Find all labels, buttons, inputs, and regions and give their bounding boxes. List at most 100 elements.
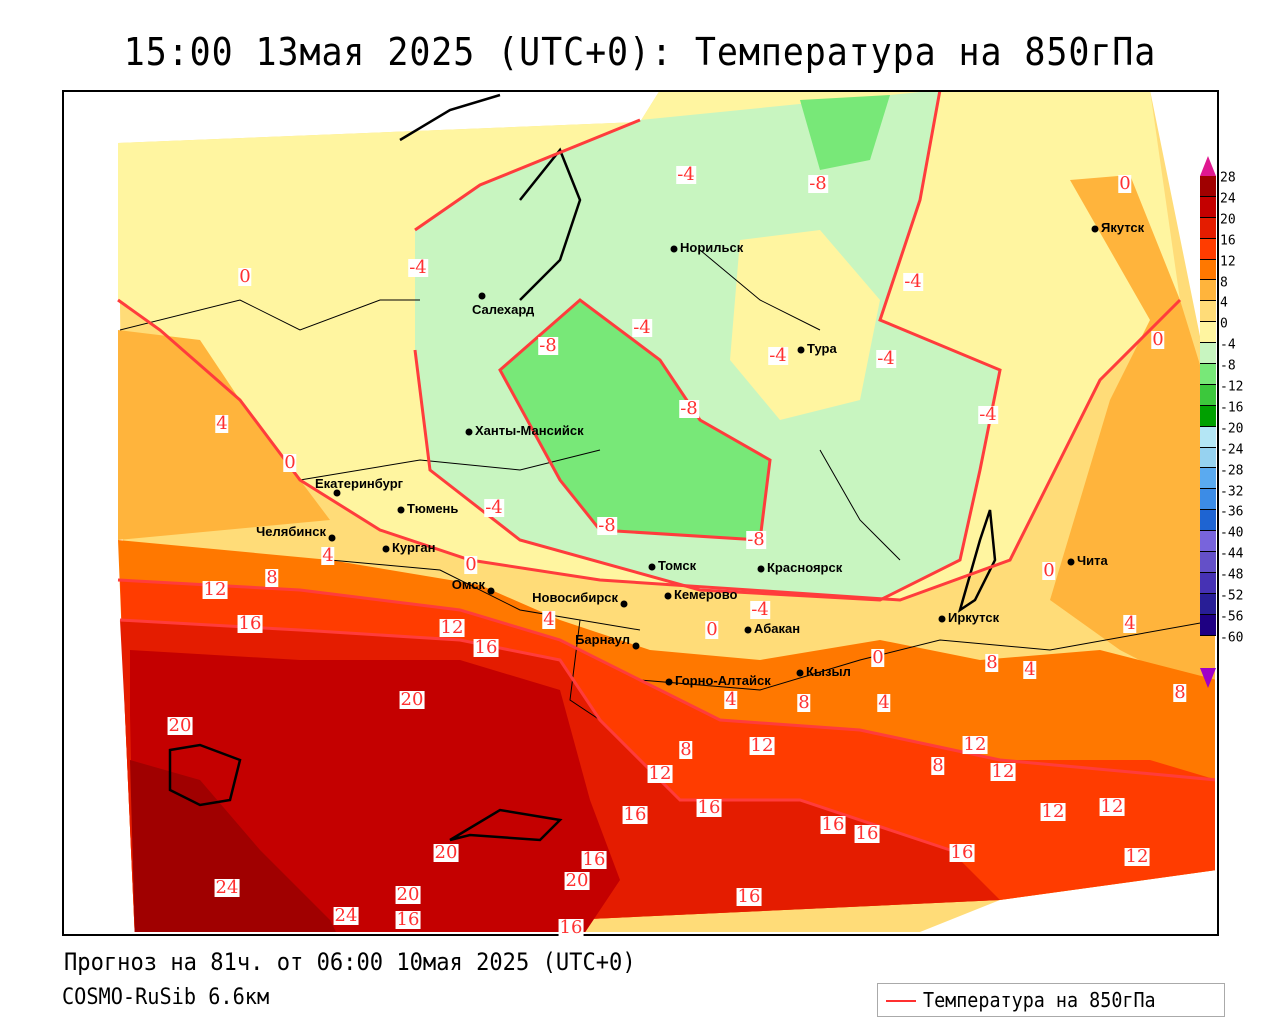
colorbar-swatch xyxy=(1200,364,1216,385)
city-marker-icon xyxy=(648,563,656,571)
forecast-info: Прогноз на 81ч. от 06:00 10мая 2025 (UTC… xyxy=(64,948,636,976)
city-label: Томск xyxy=(658,558,697,573)
contour-value-label: 24 xyxy=(214,877,240,898)
contour-value-label: 12 xyxy=(439,617,465,638)
colorbar-swatch xyxy=(1200,217,1216,239)
city-marker-icon xyxy=(796,669,804,677)
city-marker-icon xyxy=(478,292,486,300)
contour-value-label: 20 xyxy=(399,689,425,710)
city-label: Тура xyxy=(807,341,837,356)
contour-value-label: 0 xyxy=(1118,173,1132,194)
contour-value-label: 12 xyxy=(202,579,228,600)
contour-value-label: 16 xyxy=(237,613,263,634)
contour-value-label: 16 xyxy=(622,804,648,825)
contour-value-label: -8 xyxy=(679,398,699,419)
legend-label: Температура на 850гПа xyxy=(923,988,1156,1012)
city-label: Салехард xyxy=(472,302,535,317)
legend: Температура на 850гПа xyxy=(877,983,1225,1017)
contour-value-label: 8 xyxy=(679,739,693,760)
contour-value-label: -4 xyxy=(408,257,428,278)
colorbar-tick-label: -48 xyxy=(1220,567,1244,583)
contour-value-label: 16 xyxy=(696,797,722,818)
contour-value-label: 0 xyxy=(1151,329,1165,350)
contour-value-label: -4 xyxy=(876,348,896,369)
contour-value-label: 20 xyxy=(433,842,459,863)
contour-value-label: 4 xyxy=(1123,613,1137,634)
band-minus12-minus8-north xyxy=(800,95,890,170)
contour-value-label: -4 xyxy=(903,271,923,292)
colorbar-tick-label: -8 xyxy=(1220,358,1236,374)
contour-value-label: 16 xyxy=(395,909,421,930)
contour-value-label: 16 xyxy=(820,814,846,835)
contour-value-label: 20 xyxy=(395,884,421,905)
city-label: Курган xyxy=(392,540,436,555)
city-label: Иркутск xyxy=(948,610,1000,625)
colorbar-bottom-arrow-icon xyxy=(1200,668,1216,688)
colorbar-tick-label: 28 xyxy=(1220,170,1236,186)
contour-value-label: 12 xyxy=(1124,846,1150,867)
city-marker-icon xyxy=(328,534,336,542)
city-label: Якутск xyxy=(1101,220,1145,235)
city-marker-icon xyxy=(487,587,495,595)
contour-value-label: 20 xyxy=(564,870,590,891)
colorbar-tick-label: 8 xyxy=(1220,275,1228,290)
city-marker-icon xyxy=(757,565,765,573)
contour-value-label: 12 xyxy=(647,763,673,784)
contour-value-label: 12 xyxy=(990,761,1016,782)
city-marker-icon xyxy=(1067,558,1075,566)
band-24-28 xyxy=(130,760,336,932)
city-label: Тюмень xyxy=(407,501,459,516)
colorbar-swatch xyxy=(1200,447,1216,469)
city-label: Барнаул xyxy=(575,632,630,647)
coastline xyxy=(168,93,997,842)
city-label: Новосибирск xyxy=(532,590,618,605)
contour-line xyxy=(117,298,1182,602)
contour-line xyxy=(498,298,772,542)
colorbar-swatch xyxy=(1200,614,1216,636)
city-marker-icon xyxy=(465,428,473,436)
contour-value-label: 4 xyxy=(321,545,335,566)
city-label: Екатеринбург xyxy=(315,476,404,491)
city-marker-icon xyxy=(397,506,405,514)
contour-value-label: 4 xyxy=(215,413,229,434)
contour-value-label: 24 xyxy=(333,905,359,926)
colorbar-swatch xyxy=(1200,426,1216,448)
contour-value-label: -4 xyxy=(484,497,504,518)
colorbar-swatch xyxy=(1200,343,1216,365)
contour-value-label: 20 xyxy=(167,715,193,736)
city-marker-icon xyxy=(664,592,672,600)
contour-value-label: 16 xyxy=(581,849,607,870)
city-marker-icon xyxy=(744,626,752,634)
colorbar-tick-label: -60 xyxy=(1220,630,1244,646)
contour-value-label: 16 xyxy=(854,823,880,844)
contour-value-label: 12 xyxy=(1040,801,1066,822)
contour-value-label: 16 xyxy=(949,842,975,863)
colorbar-tick-label: -12 xyxy=(1220,379,1244,395)
colorbar-tick-label: -32 xyxy=(1220,484,1244,499)
colorbar-tick-label: -16 xyxy=(1220,400,1244,416)
contour-value-label: 16 xyxy=(473,637,499,658)
colorbar-swatch xyxy=(1200,259,1216,281)
colorbar-tick-label: 16 xyxy=(1220,233,1236,249)
colorbar-tick-label: -28 xyxy=(1220,463,1244,479)
colorbar-swatch xyxy=(1200,405,1216,427)
contour-value-label: 4 xyxy=(542,609,556,630)
colorbar-swatch xyxy=(1200,176,1216,197)
contour-value-label: 0 xyxy=(238,266,252,287)
contour-line xyxy=(117,578,1215,782)
colorbar-swatch xyxy=(1200,280,1216,302)
contour-value-label: 0 xyxy=(871,647,885,668)
city-marker-icon xyxy=(382,545,390,553)
colorbar-tick-label: 20 xyxy=(1220,212,1236,228)
contour-value-label: 4 xyxy=(724,689,738,710)
colorbar-swatch xyxy=(1200,196,1216,218)
colorbar-tick-label: -36 xyxy=(1220,504,1244,520)
contour-value-label: 8 xyxy=(931,755,945,776)
city-label: Кызыл xyxy=(806,664,851,679)
boundary-line xyxy=(119,249,1215,721)
colorbar-swatch xyxy=(1200,238,1216,260)
city-label: Чита xyxy=(1077,553,1108,568)
colorbar-tick-label: 4 xyxy=(1220,295,1228,311)
colorbar-swatch xyxy=(1200,572,1216,594)
